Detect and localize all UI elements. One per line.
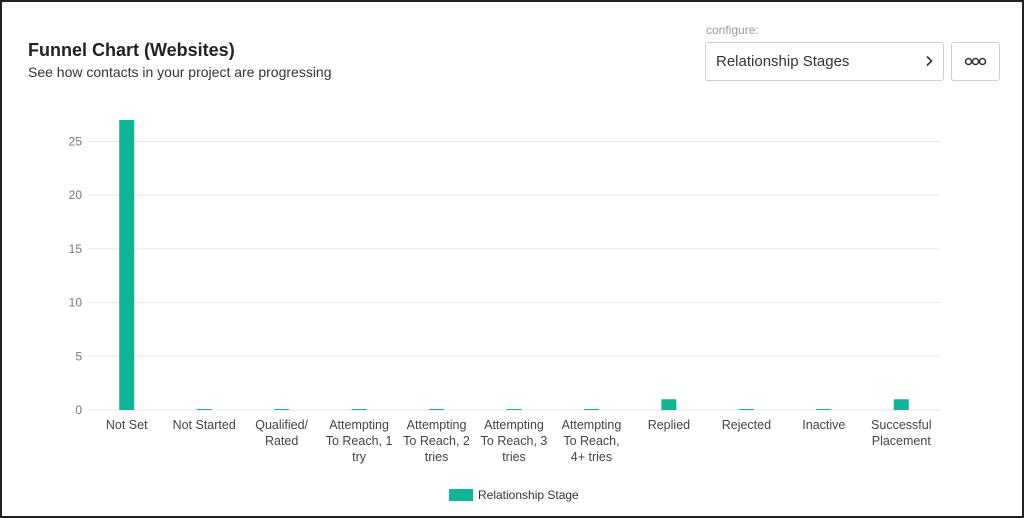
x-tick-label: Inactive: [802, 418, 845, 432]
chevron-right-icon: [925, 54, 933, 70]
bar-0[interactable]: [119, 120, 135, 410]
legend-swatch[interactable]: [449, 489, 473, 501]
legend-label[interactable]: Relationship Stage: [478, 488, 579, 502]
page-title: Funnel Chart (Websites): [28, 40, 235, 60]
bar-3[interactable]: [351, 409, 367, 410]
bar-1[interactable]: [196, 409, 212, 410]
bar-2[interactable]: [274, 409, 290, 410]
y-tick-label: 15: [69, 242, 83, 256]
x-tick-label: Not Set: [106, 418, 148, 432]
x-tick-label: Attempting To Reach, 1 try: [326, 418, 393, 464]
bar-8[interactable]: [738, 409, 754, 410]
more-options-button[interactable]: [951, 42, 1000, 81]
x-tick-label: Not Started: [173, 418, 236, 432]
bar-10[interactable]: [893, 399, 909, 410]
bar-4[interactable]: [429, 409, 445, 410]
bar-6[interactable]: [583, 409, 599, 410]
x-tick-label: Attempting To Reach, 3 tries: [481, 418, 548, 464]
x-tick-label: Replied: [648, 418, 690, 432]
x-tick-label: Attempting To Reach, 2 tries: [403, 418, 470, 464]
more-options-icon: [964, 57, 987, 66]
bar-5[interactable]: [506, 409, 522, 410]
y-tick-label: 5: [75, 349, 82, 363]
stage-type-select-value: Relationship Stages: [716, 53, 850, 70]
configure-label: configure:: [706, 23, 759, 37]
y-tick-label: 20: [69, 188, 83, 202]
x-tick-label: Successful Placement: [871, 418, 931, 448]
x-tick-label: Rejected: [722, 418, 771, 432]
y-tick-label: 10: [69, 296, 83, 310]
y-tick-label: 25: [69, 134, 83, 148]
stage-type-select[interactable]: Relationship Stages: [705, 42, 944, 81]
y-tick-label: 0: [75, 403, 82, 417]
x-tick-label: Attempting To Reach, 4+ tries: [562, 418, 622, 464]
page-subtitle: See how contacts in your project are pro…: [28, 64, 332, 80]
bar-7[interactable]: [661, 399, 677, 410]
bar-9[interactable]: [816, 409, 832, 410]
x-tick-label: Qualified/Rated: [255, 418, 308, 448]
